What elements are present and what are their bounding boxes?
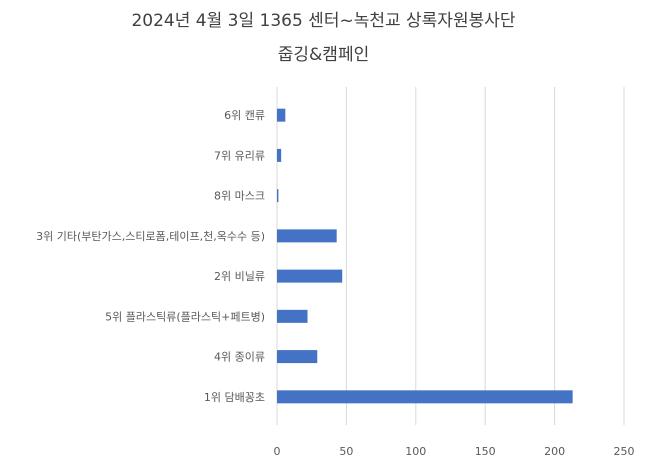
bar <box>277 189 279 203</box>
x-tick-label: 0 <box>274 445 281 458</box>
chart-title-line-1: 2024년 4월 3일 1365 센터~녹천교 상록자원봉사단 <box>131 11 516 31</box>
gridlines <box>276 87 625 425</box>
bars <box>277 108 573 404</box>
x-tick-label: 200 <box>544 445 565 458</box>
category-label: 6위 캔류 <box>224 109 265 122</box>
x-tick-label: 50 <box>339 445 353 458</box>
chart-title-line-2: 줍깅&캠페인 <box>277 45 370 65</box>
category-label: 8위 마스크 <box>214 190 265 203</box>
x-tick-label: 250 <box>614 445 635 458</box>
bar <box>277 390 573 404</box>
bar <box>277 309 308 323</box>
x-tick-label: 150 <box>475 445 496 458</box>
x-tick-label: 100 <box>405 445 426 458</box>
x-tick-labels: 0 50 100 150 200 250 <box>274 445 635 458</box>
bar <box>277 148 282 162</box>
category-labels: 6위 캔류 7위 유리류 8위 마스크 3위 기타(부탄가스,스티로폼,테이프,천,옥… <box>36 109 265 404</box>
bar <box>277 108 286 122</box>
bar <box>277 269 343 283</box>
bar <box>277 229 337 243</box>
category-label: 4위 종이류 <box>214 351 265 364</box>
category-label: 7위 유리류 <box>214 149 265 162</box>
category-label: 3위 기타(부탄가스,스티로폼,테이프,천,옥수수 등) <box>36 229 265 243</box>
category-label: 2위 비닐류 <box>214 270 265 283</box>
category-label: 5위 플라스틱류(플라스틱+페트병) <box>105 310 265 323</box>
bar <box>277 350 318 364</box>
category-label: 1위 담배꽁초 <box>204 391 265 404</box>
